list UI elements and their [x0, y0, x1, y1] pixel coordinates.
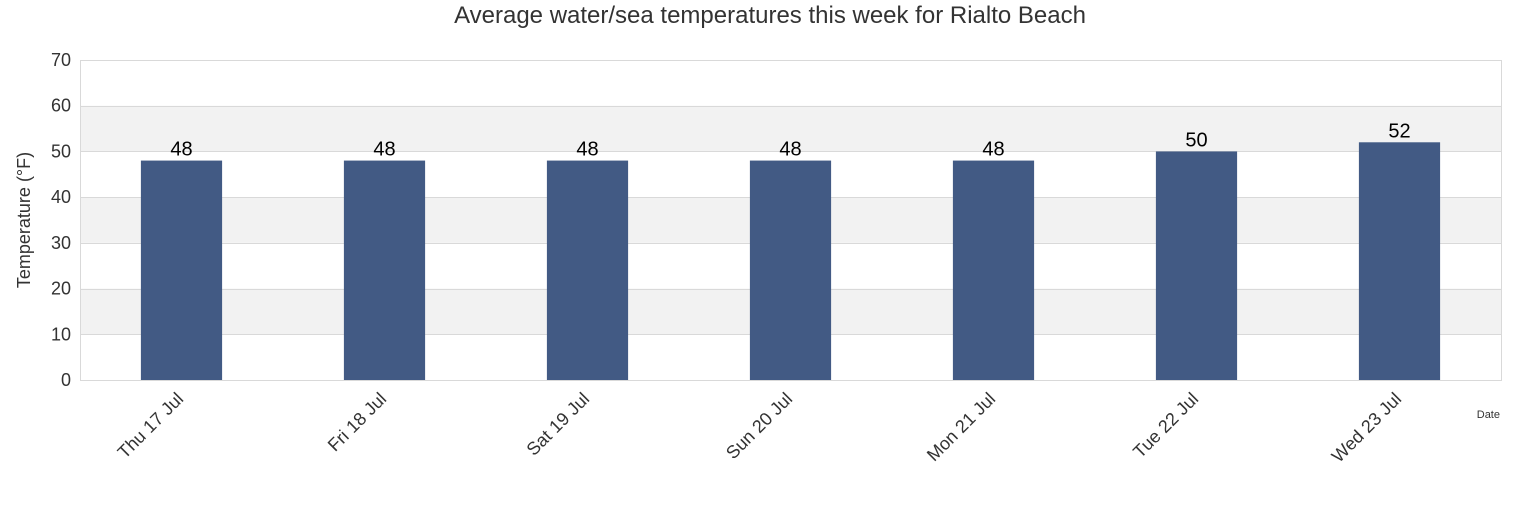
y-axis-ticks: 0 10 20 30 40 50 60 70	[51, 50, 71, 390]
x-tick-label: Tue 22 Jul	[1129, 389, 1202, 462]
data-label: 48	[779, 139, 801, 161]
data-label: 50	[1185, 129, 1207, 151]
plot-band	[80, 60, 1501, 106]
y-tick-label: 0	[61, 370, 71, 390]
data-label: 48	[576, 139, 598, 161]
data-label: 48	[373, 139, 395, 161]
bars	[140, 142, 1441, 380]
chart-title: Average water/sea temperatures this week…	[454, 2, 1086, 29]
y-tick-label: 40	[51, 187, 71, 207]
x-tick-label: Sun 20 Jul	[722, 389, 796, 463]
x-tick-label: Wed 23 Jul	[1328, 389, 1406, 467]
x-tick-label: Fri 18 Jul	[324, 389, 390, 455]
bar	[749, 160, 832, 380]
x-tick-label: Sat 19 Jul	[523, 389, 594, 460]
x-tick-label: Mon 21 Jul	[923, 389, 999, 465]
y-tick-label: 50	[51, 141, 71, 161]
bar	[952, 160, 1035, 380]
data-label: 48	[982, 139, 1004, 161]
bar	[1358, 142, 1441, 380]
bar	[1155, 151, 1238, 380]
y-axis-label: Temperature (°F)	[14, 152, 34, 288]
y-tick-label: 60	[51, 96, 71, 116]
plot-band	[80, 105, 1501, 152]
y-tick-label: 30	[51, 233, 71, 253]
data-label: 52	[1388, 120, 1410, 142]
y-tick-label: 70	[51, 50, 71, 70]
bar	[140, 160, 223, 380]
bar	[343, 160, 426, 380]
bar	[546, 160, 629, 380]
x-axis-ticks: Thu 17 Jul Fri 18 Jul Sat 19 Jul Sun 20 Jul…	[114, 389, 1406, 467]
plot-frame	[80, 60, 1502, 381]
data-label: 48	[170, 139, 192, 161]
y-tick-label: 20	[51, 279, 71, 299]
x-axis-label: Date	[1477, 409, 1500, 421]
data-labels: 48 48 48 48 48 50 52	[170, 120, 1410, 160]
x-tick-label: Thu 17 Jul	[114, 389, 188, 463]
y-tick-label: 10	[51, 324, 71, 344]
